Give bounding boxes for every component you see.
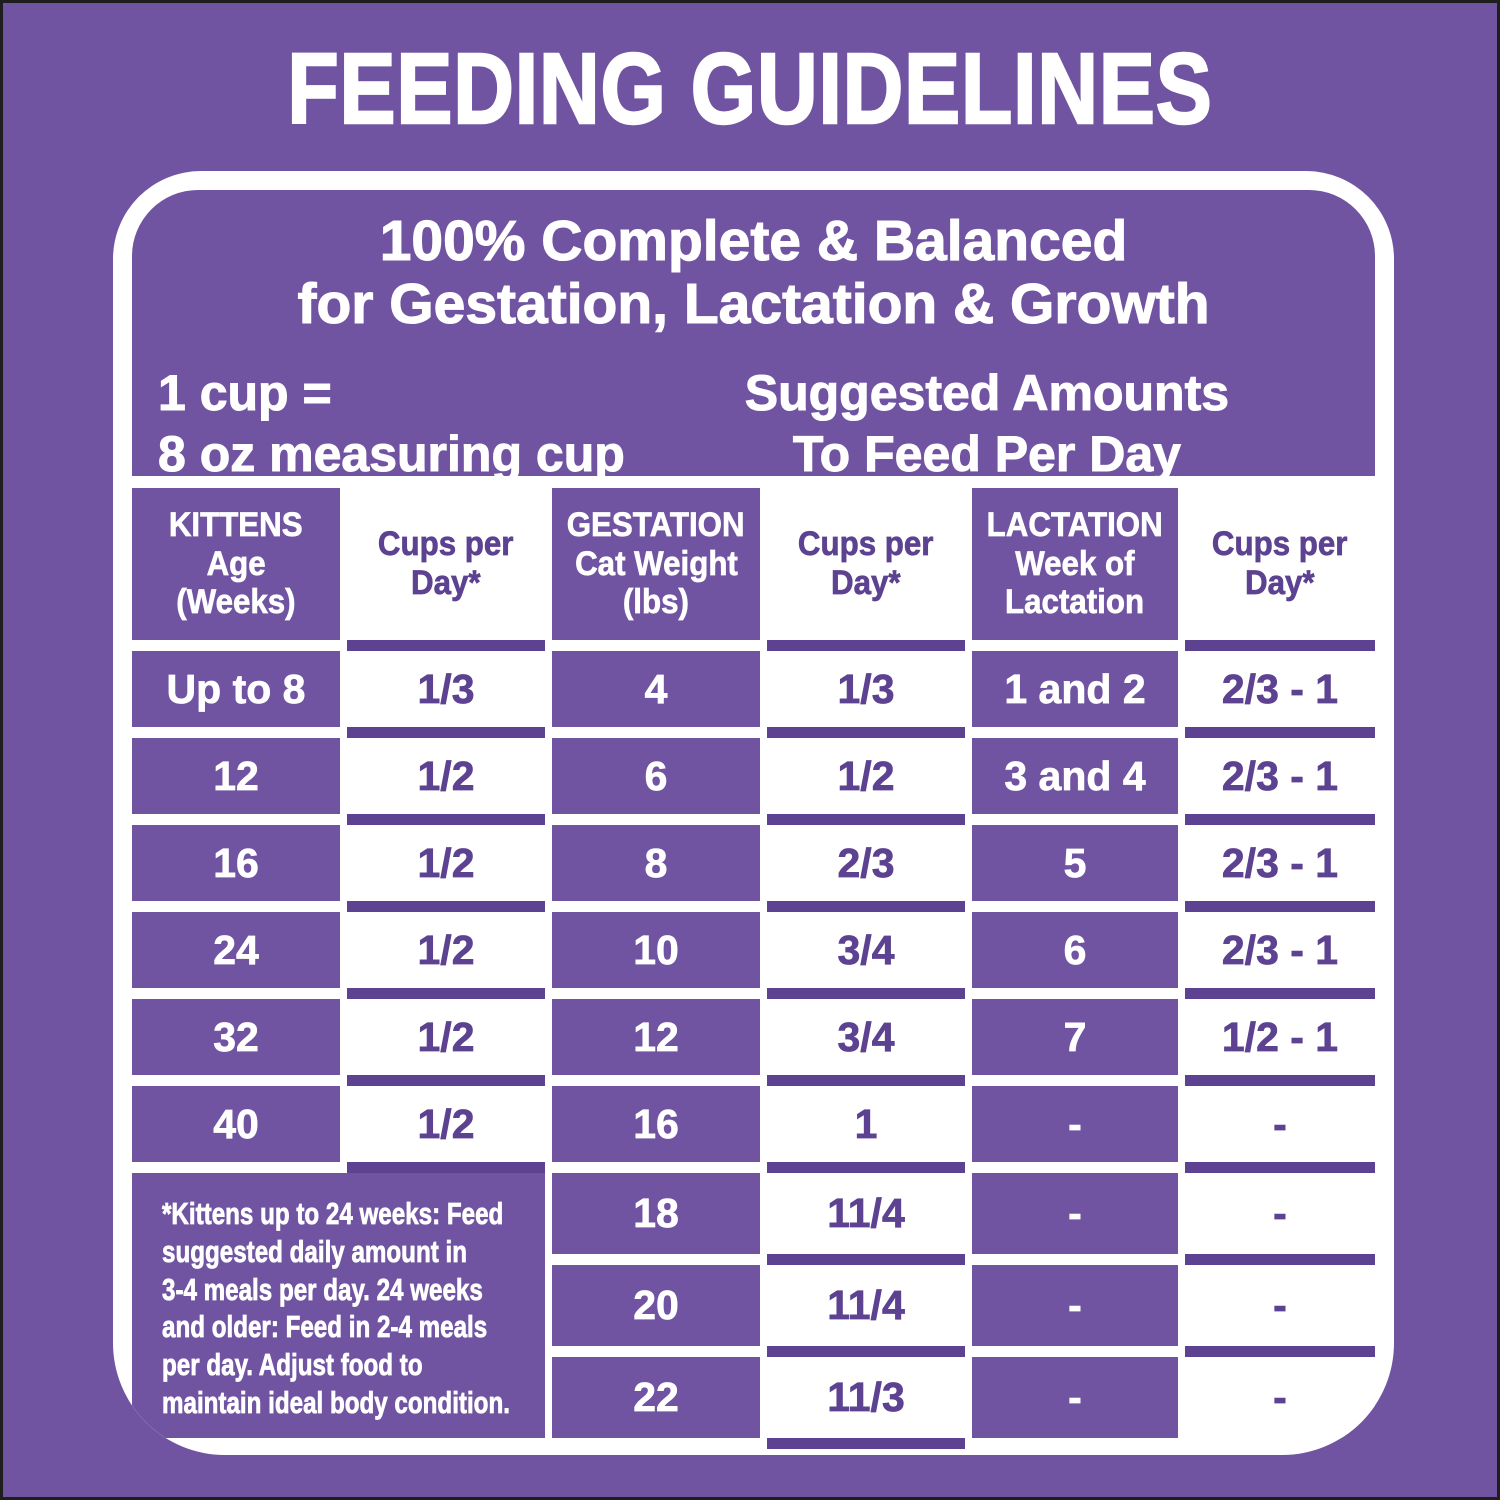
column-header-line: Day* [1245, 564, 1315, 603]
column-header-line: (lbs) [622, 583, 690, 622]
column-header-line: GESTATION [567, 505, 745, 545]
cell-gestation-cups-per-day-row7: 11/4 [767, 1173, 965, 1265]
cell-gestation-cups-per-day-row2: 1/2 [767, 738, 965, 825]
cell-lactation-week-row9: - [972, 1357, 1178, 1438]
cell-kittens-cups-per-day-row6: 1/2 [347, 1086, 545, 1173]
column-header-gestation-cat-weight-lbs: GESTATION Cat Weight (lbs) [552, 488, 760, 640]
cell-lactation-cups-per-day-row9: - [1185, 1357, 1375, 1438]
cell-lactation-week-row1: 1 and 2 [972, 651, 1178, 727]
cell-kittens-age-weeks-row4: 24 [132, 912, 340, 988]
cell-gestation-cups-per-day-row5: 3/4 [767, 999, 965, 1086]
column-header-line: Cups per [378, 525, 514, 564]
cell-kittens-cups-per-day-row5: 1/2 [347, 999, 545, 1086]
footnote-line-5: per day. Adjust food to [162, 1347, 423, 1383]
heading-line-1: 100% Complete & Balanced [379, 209, 1128, 273]
column-header-kittens-cups-per-day: Cups per Day* [347, 488, 545, 651]
cell-lactation-week-row5: 7 [972, 999, 1178, 1075]
suggested-note-line-1: Suggested Amounts [744, 365, 1230, 422]
column-header-line: Week of [1015, 544, 1135, 583]
footnote-line-3: 3-4 meals per day. 24 weeks [162, 1271, 483, 1307]
column-header-line: Lactation [1005, 583, 1145, 622]
cell-gestation-cat-weight-lbs-row7: 18 [552, 1173, 760, 1254]
cell-gestation-cat-weight-lbs-row8: 20 [552, 1265, 760, 1346]
cell-lactation-week-row2: 3 and 4 [972, 738, 1178, 814]
cell-gestation-cat-weight-lbs-row6: 16 [552, 1086, 760, 1162]
column-header-line: KITTENS [169, 505, 303, 545]
column-header-line: (Weeks) [176, 583, 296, 622]
column-header-line: Day* [411, 564, 481, 603]
cell-kittens-cups-per-day-row4: 1/2 [347, 912, 545, 999]
heading-line-2: for Gestation, Lactation & Growth [297, 271, 1210, 336]
cell-gestation-cat-weight-lbs-row5: 12 [552, 999, 760, 1075]
column-header-gestation-cups-per-day: Cups per Day* [767, 488, 965, 651]
column-header-lactation-week: LACTATION Week of Lactation [972, 488, 1178, 640]
cell-kittens-age-weeks-row1: Up to 8 [132, 651, 340, 727]
cell-lactation-cups-per-day-row2: 2/3 - 1 [1185, 738, 1375, 825]
cell-lactation-cups-per-day-row8: - [1185, 1265, 1375, 1357]
suggested-note-line-2: To Feed Per Day [792, 426, 1181, 483]
cell-gestation-cat-weight-lbs-row1: 4 [552, 651, 760, 727]
cell-gestation-cups-per-day-row6: 1 [767, 1086, 965, 1173]
footnote-line-2: suggested daily amount in [162, 1233, 468, 1269]
cell-kittens-cups-per-day-row1: 1/3 [347, 651, 545, 738]
cell-lactation-cups-per-day-row6: - [1185, 1086, 1375, 1173]
cell-kittens-age-weeks-row5: 32 [132, 999, 340, 1075]
cell-lactation-week-row4: 6 [972, 912, 1178, 988]
column-header-line: Day* [831, 564, 901, 603]
column-header-line: LACTATION [986, 505, 1164, 545]
footnote-line-1: *Kittens up to 24 weeks: Feed [162, 1196, 504, 1232]
cell-lactation-week-row3: 5 [972, 825, 1178, 901]
cell-gestation-cups-per-day-row9: 11/3 [767, 1357, 965, 1449]
cell-lactation-cups-per-day-row3: 2/3 - 1 [1185, 825, 1375, 912]
cell-lactation-cups-per-day-row1: 2/3 - 1 [1185, 651, 1375, 738]
panel-heading: 100% Complete & Balanced for Gestation, … [158, 209, 1349, 336]
cell-gestation-cat-weight-lbs-row9: 22 [552, 1357, 760, 1438]
column-header-line: Cat Weight [574, 544, 738, 583]
cell-kittens-age-weeks-row2: 12 [132, 738, 340, 814]
cell-lactation-week-row8: - [972, 1265, 1178, 1346]
guidelines-panel: 100% Complete & Balanced for Gestation, … [113, 171, 1394, 1455]
cell-lactation-week-row6: - [972, 1086, 1178, 1162]
cell-lactation-cups-per-day-row7: - [1185, 1173, 1375, 1265]
cup-note-line-2: 8 oz measuring cup [158, 426, 626, 483]
cell-lactation-cups-per-day-row5: 1/2 - 1 [1185, 999, 1375, 1086]
cell-kittens-age-weeks-row6: 40 [132, 1086, 340, 1162]
cell-kittens-cups-per-day-row2: 1/2 [347, 738, 545, 825]
panel-header: 100% Complete & Balanced for Gestation, … [132, 190, 1375, 483]
column-header-line: Cups per [798, 525, 934, 564]
cell-gestation-cups-per-day-row3: 2/3 [767, 825, 965, 912]
panel-notes: 1 cup = 8 oz measuring cup Suggested Amo… [158, 363, 1349, 485]
column-header-kittens-age-weeks: KITTENS Age (Weeks) [132, 488, 340, 640]
cell-gestation-cups-per-day-row1: 1/3 [767, 651, 965, 738]
kittens-feeding-footnote: *Kittens up to 24 weeks: Feed suggested d… [132, 1173, 545, 1438]
suggested-amounts-note: Suggested Amounts To Feed Per Day [625, 363, 1349, 485]
column-header-line: Cups per [1212, 525, 1348, 564]
feeding-table: *Kittens up to 24 weeks: Feed suggested d… [132, 488, 1375, 1449]
cell-lactation-week-row7: - [972, 1173, 1178, 1254]
cell-gestation-cat-weight-lbs-row3: 8 [552, 825, 760, 901]
column-header-line: Age [206, 544, 266, 583]
cell-gestation-cat-weight-lbs-row4: 10 [552, 912, 760, 988]
cell-kittens-age-weeks-row3: 16 [132, 825, 340, 901]
cup-note-line-1: 1 cup = [158, 365, 333, 422]
cup-definition-note: 1 cup = 8 oz measuring cup [158, 363, 626, 485]
footnote-line-6: maintain ideal body condition. [162, 1385, 511, 1421]
cell-gestation-cat-weight-lbs-row2: 6 [552, 738, 760, 814]
cell-lactation-cups-per-day-row4: 2/3 - 1 [1185, 912, 1375, 999]
cell-kittens-cups-per-day-row3: 1/2 [347, 825, 545, 912]
cell-gestation-cups-per-day-row4: 3/4 [767, 912, 965, 999]
column-header-lactation-cups-per-day: Cups per Day* [1185, 488, 1375, 651]
footnote-line-4: and older: Feed in 2-4 meals [162, 1309, 488, 1345]
page-title: FEEDING GUIDELINES [286, 33, 1213, 145]
cell-gestation-cups-per-day-row8: 11/4 [767, 1265, 965, 1357]
